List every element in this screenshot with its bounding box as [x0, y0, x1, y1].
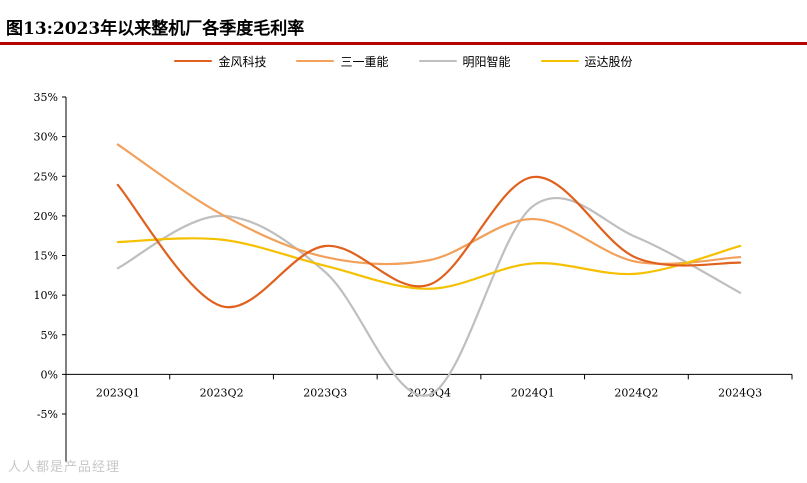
title-rule [0, 42, 807, 45]
x-tick-label: 2023Q1 [96, 386, 140, 399]
legend-swatch [540, 59, 579, 63]
series-line-2 [116, 143, 742, 266]
x-tick-label: 2023Q2 [200, 386, 244, 399]
x-tick-label: 2023Q4 [407, 386, 451, 399]
series-line-3 [116, 196, 742, 397]
legend-label: 运达股份 [584, 54, 633, 69]
legend-item-4: 运达股份 [540, 53, 633, 70]
x-tick-label: 2024Q3 [718, 386, 762, 399]
series-line-1 [116, 175, 742, 309]
y-tick-label: 10% [34, 289, 58, 302]
legend: 金风科技 三一重能 明阳智能 运达股份 [0, 50, 807, 72]
y-tick-label: 35% [34, 91, 58, 104]
legend-label: 金风科技 [218, 54, 267, 69]
y-tick-label: 30% [34, 131, 58, 144]
chart-title: 图13:2023年以来整机厂各季度毛利率 [6, 19, 305, 39]
y-tick-label: -5% [37, 408, 58, 421]
legend-swatch [418, 59, 457, 63]
legend-item-1: 金风科技 [174, 53, 266, 70]
y-tick-label: 5% [41, 329, 58, 342]
series-line-4 [116, 237, 742, 290]
x-tick-label: 2023Q3 [303, 386, 347, 399]
series-layer [116, 143, 742, 397]
legend-swatch [174, 59, 213, 63]
legend-item-2: 三一重能 [296, 53, 389, 70]
x-tick-label: 2024Q1 [511, 386, 555, 399]
legend-swatch [296, 59, 335, 63]
legend-label: 明阳智能 [462, 54, 511, 69]
y-tick-label: 25% [34, 170, 58, 183]
axes: -5% 0% 5% 10% 15% 20% 25% 30% 35% 2023Q1 2023Q2 202… [34, 91, 793, 462]
watermark-text: 人人都是产品经理 [8, 460, 121, 475]
legend-item-3: 明阳智能 [418, 53, 511, 70]
x-tick-label: 2024Q2 [614, 386, 658, 399]
y-tick-label: 0% [41, 368, 58, 381]
y-tick-label: 15% [34, 250, 58, 263]
legend-label: 三一重能 [340, 54, 389, 69]
y-tick-label: 20% [34, 210, 58, 223]
